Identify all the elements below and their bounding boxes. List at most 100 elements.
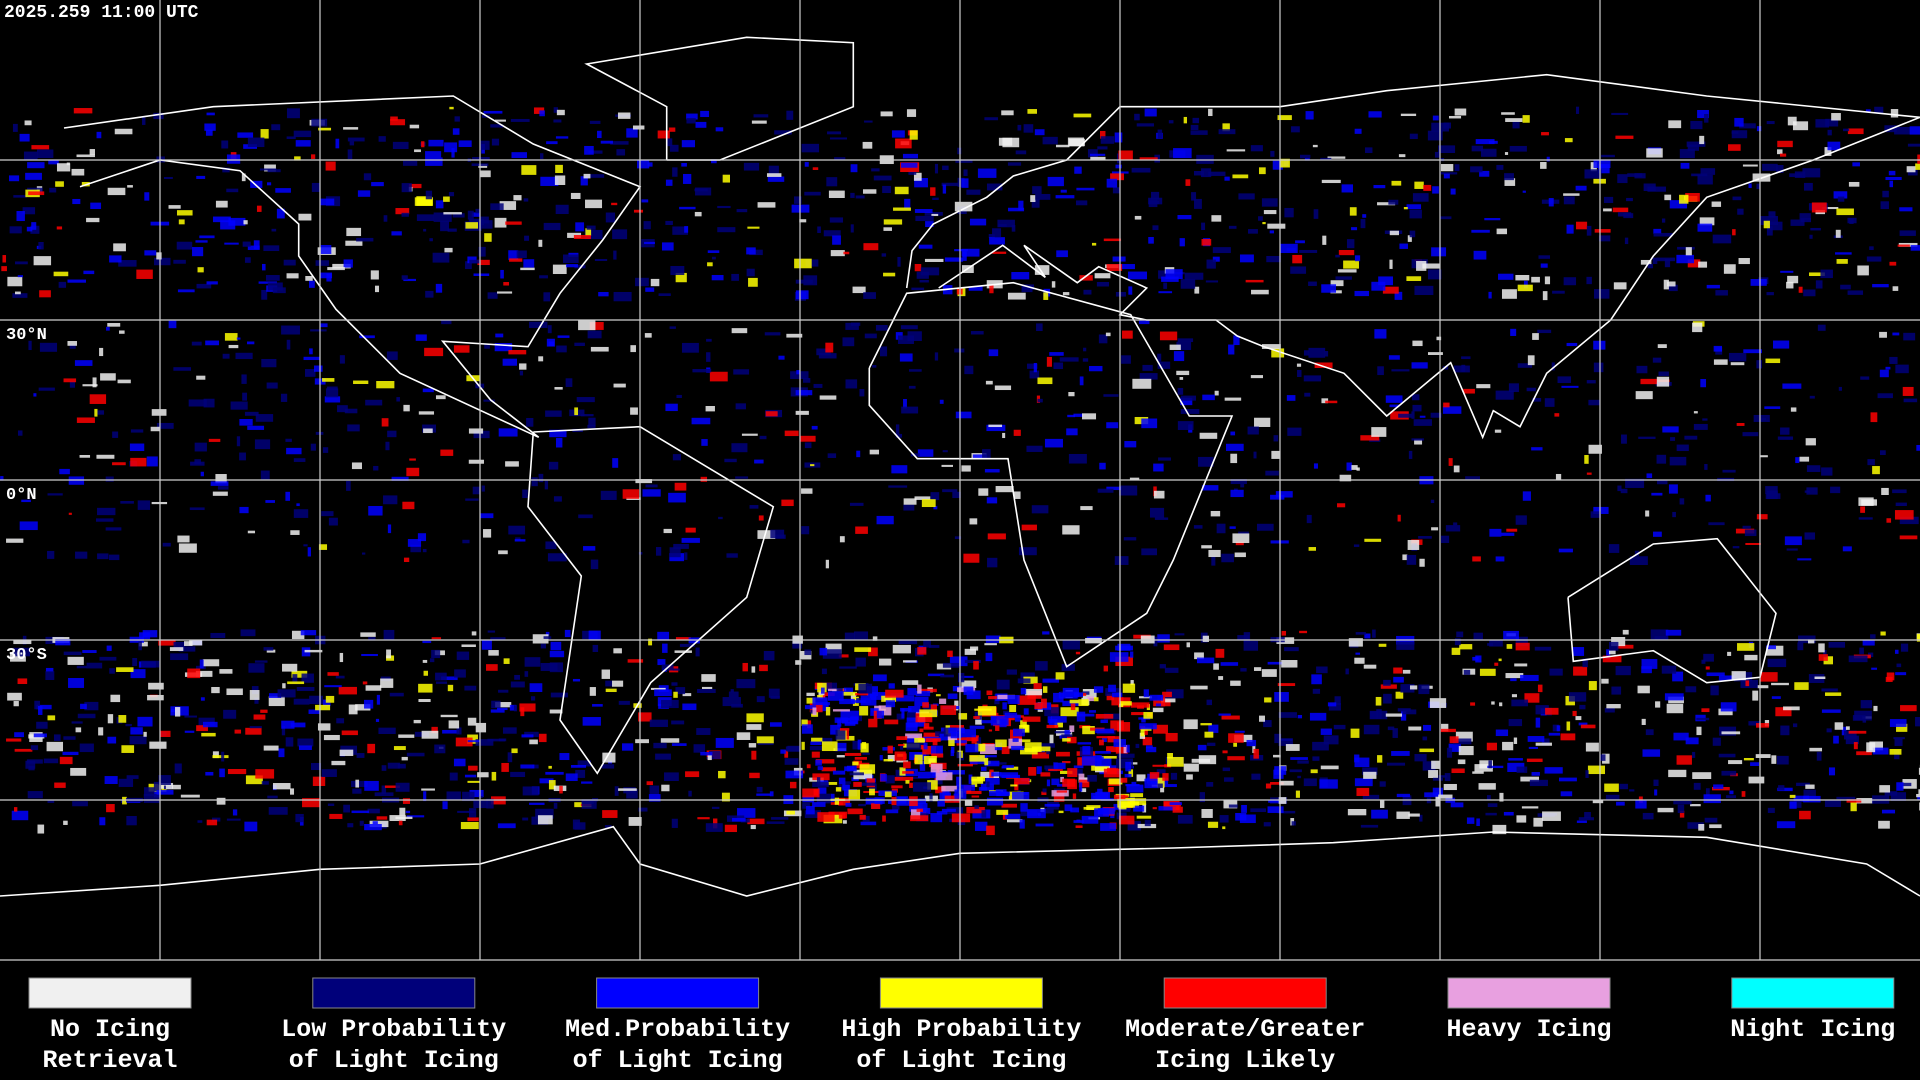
icing-area (834, 157, 846, 161)
icing-area (756, 696, 765, 703)
icing-area (1251, 289, 1269, 295)
icing-area (178, 543, 197, 553)
icing-area (751, 750, 757, 760)
icing-area (1848, 181, 1860, 187)
icing-area (1872, 284, 1889, 288)
icing-area (1108, 778, 1123, 785)
icing-area (1091, 765, 1109, 771)
icing-area (188, 399, 207, 407)
icing-area (1254, 417, 1271, 427)
icing-area (1151, 191, 1160, 200)
icing-area (386, 649, 391, 659)
icing-area (1535, 717, 1541, 728)
icing-area (150, 426, 160, 432)
icing-area (475, 208, 481, 214)
icing-area (995, 724, 1000, 731)
icing-area (254, 439, 271, 450)
graticule (0, 0, 1920, 961)
icing-area (1004, 712, 1018, 718)
icing-area (1896, 782, 1904, 791)
icing-area (1274, 692, 1289, 702)
icing-area (511, 152, 527, 159)
icing-area (1775, 707, 1792, 717)
icing-area (484, 233, 492, 242)
icing-area (986, 424, 1006, 432)
icing-area (929, 793, 933, 802)
icing-area (393, 746, 406, 751)
icing-area (869, 692, 886, 700)
icing-area (559, 753, 570, 761)
icing-area (1818, 654, 1828, 661)
icing-area (769, 791, 774, 797)
icing-area (510, 771, 526, 778)
icing-area (1657, 480, 1668, 485)
icing-area (1199, 432, 1218, 439)
icing-area (869, 449, 880, 455)
icing-area (1514, 663, 1528, 667)
icing-area (957, 177, 965, 187)
icing-area (669, 326, 676, 329)
icing-area (1011, 225, 1016, 232)
icing-area (1378, 643, 1387, 647)
icing-area (1890, 792, 1907, 801)
icing-area (1451, 768, 1465, 774)
icing-area (1711, 201, 1722, 207)
icing-area (36, 704, 52, 710)
icing-area (753, 114, 769, 118)
icing-area (759, 435, 767, 440)
icing-area (468, 765, 478, 771)
icing-area (483, 110, 503, 114)
icing-area (1715, 290, 1728, 296)
icing-area (966, 189, 981, 195)
icing-area (1228, 733, 1244, 743)
icing-area (934, 352, 939, 361)
icing-area (1847, 128, 1864, 135)
icing-area (1616, 801, 1625, 806)
icing-area (746, 268, 755, 277)
icing-area (1270, 150, 1275, 157)
icing-area (1037, 743, 1055, 748)
icing-area (261, 358, 277, 368)
icing-area (1646, 148, 1663, 158)
icing-area (988, 234, 995, 238)
icing-area (883, 219, 903, 225)
icing-area (301, 673, 314, 683)
icing-area (540, 176, 559, 186)
icing-area (1251, 773, 1261, 780)
icing-area (118, 260, 137, 267)
icing-area (286, 136, 296, 140)
icing-area (196, 375, 206, 380)
icing-area (539, 275, 548, 279)
icing-area (1097, 488, 1114, 493)
icing-area (961, 680, 977, 688)
icing-area (1799, 456, 1810, 462)
icing-area (897, 256, 901, 267)
icing-area (1265, 470, 1279, 476)
icing-area (1253, 667, 1262, 671)
icing-area (356, 237, 374, 242)
icing-area (1117, 753, 1135, 758)
icing-area (1061, 664, 1075, 671)
icing-area (1440, 535, 1450, 543)
icing-area (896, 760, 909, 763)
icing-area (1062, 687, 1080, 698)
icing-area (914, 263, 922, 272)
icing-area (1355, 652, 1361, 655)
icing-area (1764, 406, 1781, 409)
icing-area (679, 206, 696, 210)
icing-area (684, 552, 688, 560)
icing-area (1186, 774, 1193, 780)
icing-area (1403, 207, 1408, 210)
icing-area (847, 808, 863, 815)
icing-area (917, 449, 934, 457)
icing-area (844, 632, 855, 640)
icing-area (872, 636, 878, 641)
icing-area (38, 242, 44, 250)
icing-area (425, 157, 443, 166)
icing-area (452, 128, 460, 135)
icing-area (423, 791, 427, 802)
icing-area (205, 129, 213, 136)
icing-area (1141, 717, 1146, 723)
icing-area (494, 343, 513, 352)
icing-area (964, 365, 974, 375)
